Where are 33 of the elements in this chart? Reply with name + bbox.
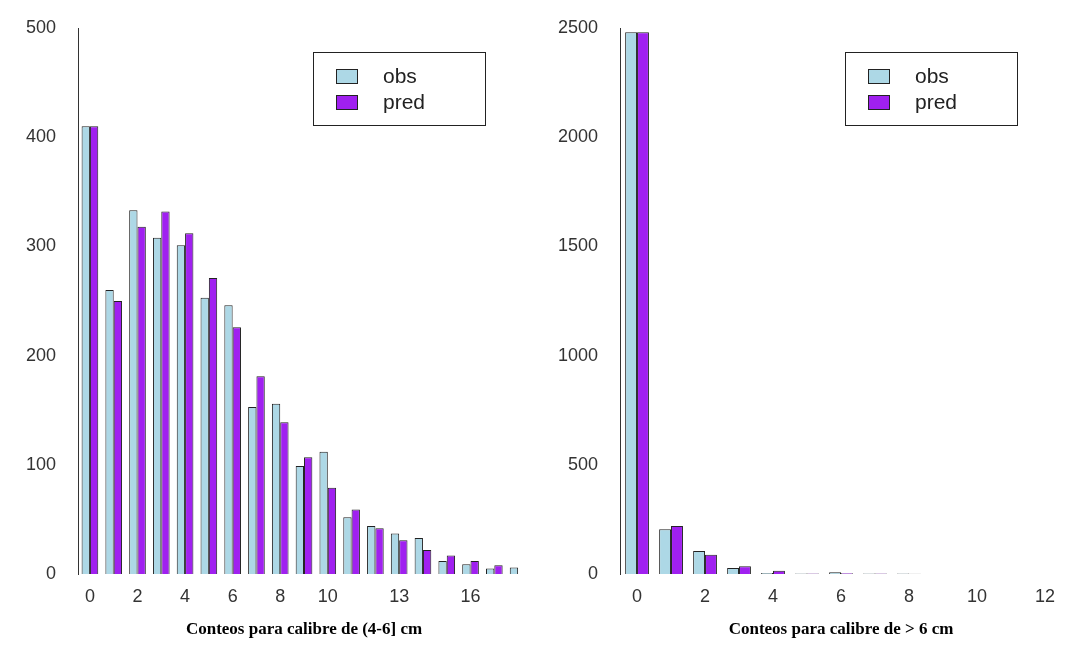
x-tick-label: 12 (1034, 585, 1056, 606)
x-tick-label: 8 (904, 585, 915, 606)
y-tick-label: 1500 (558, 235, 599, 256)
y-tick-label: 1000 (558, 344, 599, 365)
x-tick-label: 0 (84, 585, 95, 606)
y-tick-label: 400 (25, 126, 57, 147)
legend-label: pred (382, 90, 425, 114)
x-tick-label: 0 (632, 585, 643, 606)
legend-label: obs (914, 64, 949, 88)
x-tick-label: 16 (460, 585, 481, 606)
legend-label: pred (914, 90, 957, 114)
y-tick-label: 100 (25, 453, 57, 474)
y-tick-label: 2000 (558, 126, 599, 147)
y-tick-label: 500 (25, 16, 57, 37)
x-tick-label: 4 (180, 585, 191, 606)
y-tick-label: 300 (25, 235, 57, 256)
x-tick-label: 8 (275, 585, 286, 606)
x-tick-label: 6 (227, 585, 238, 606)
x-tick-label: 6 (836, 585, 847, 606)
x-axis-title: Conteos para calibre de (4-6] cm (185, 619, 423, 639)
x-tick-label: 4 (768, 585, 779, 606)
y-tick-label: 200 (25, 344, 57, 365)
y-tick-label: 0 (588, 562, 599, 583)
x-tick-label: 10 (317, 585, 338, 606)
y-tick-label: 0 (46, 562, 57, 583)
x-tick-label: 13 (389, 585, 410, 606)
x-axis-title: Conteos para calibre de > 6 cm (728, 619, 954, 639)
x-tick-label: 2 (132, 585, 143, 606)
y-tick-label: 500 (568, 453, 599, 474)
x-tick-label: 2 (700, 585, 711, 606)
y-tick-label: 2500 (558, 16, 599, 37)
legend-label: obs (382, 64, 417, 88)
x-tick-label: 10 (966, 585, 988, 606)
